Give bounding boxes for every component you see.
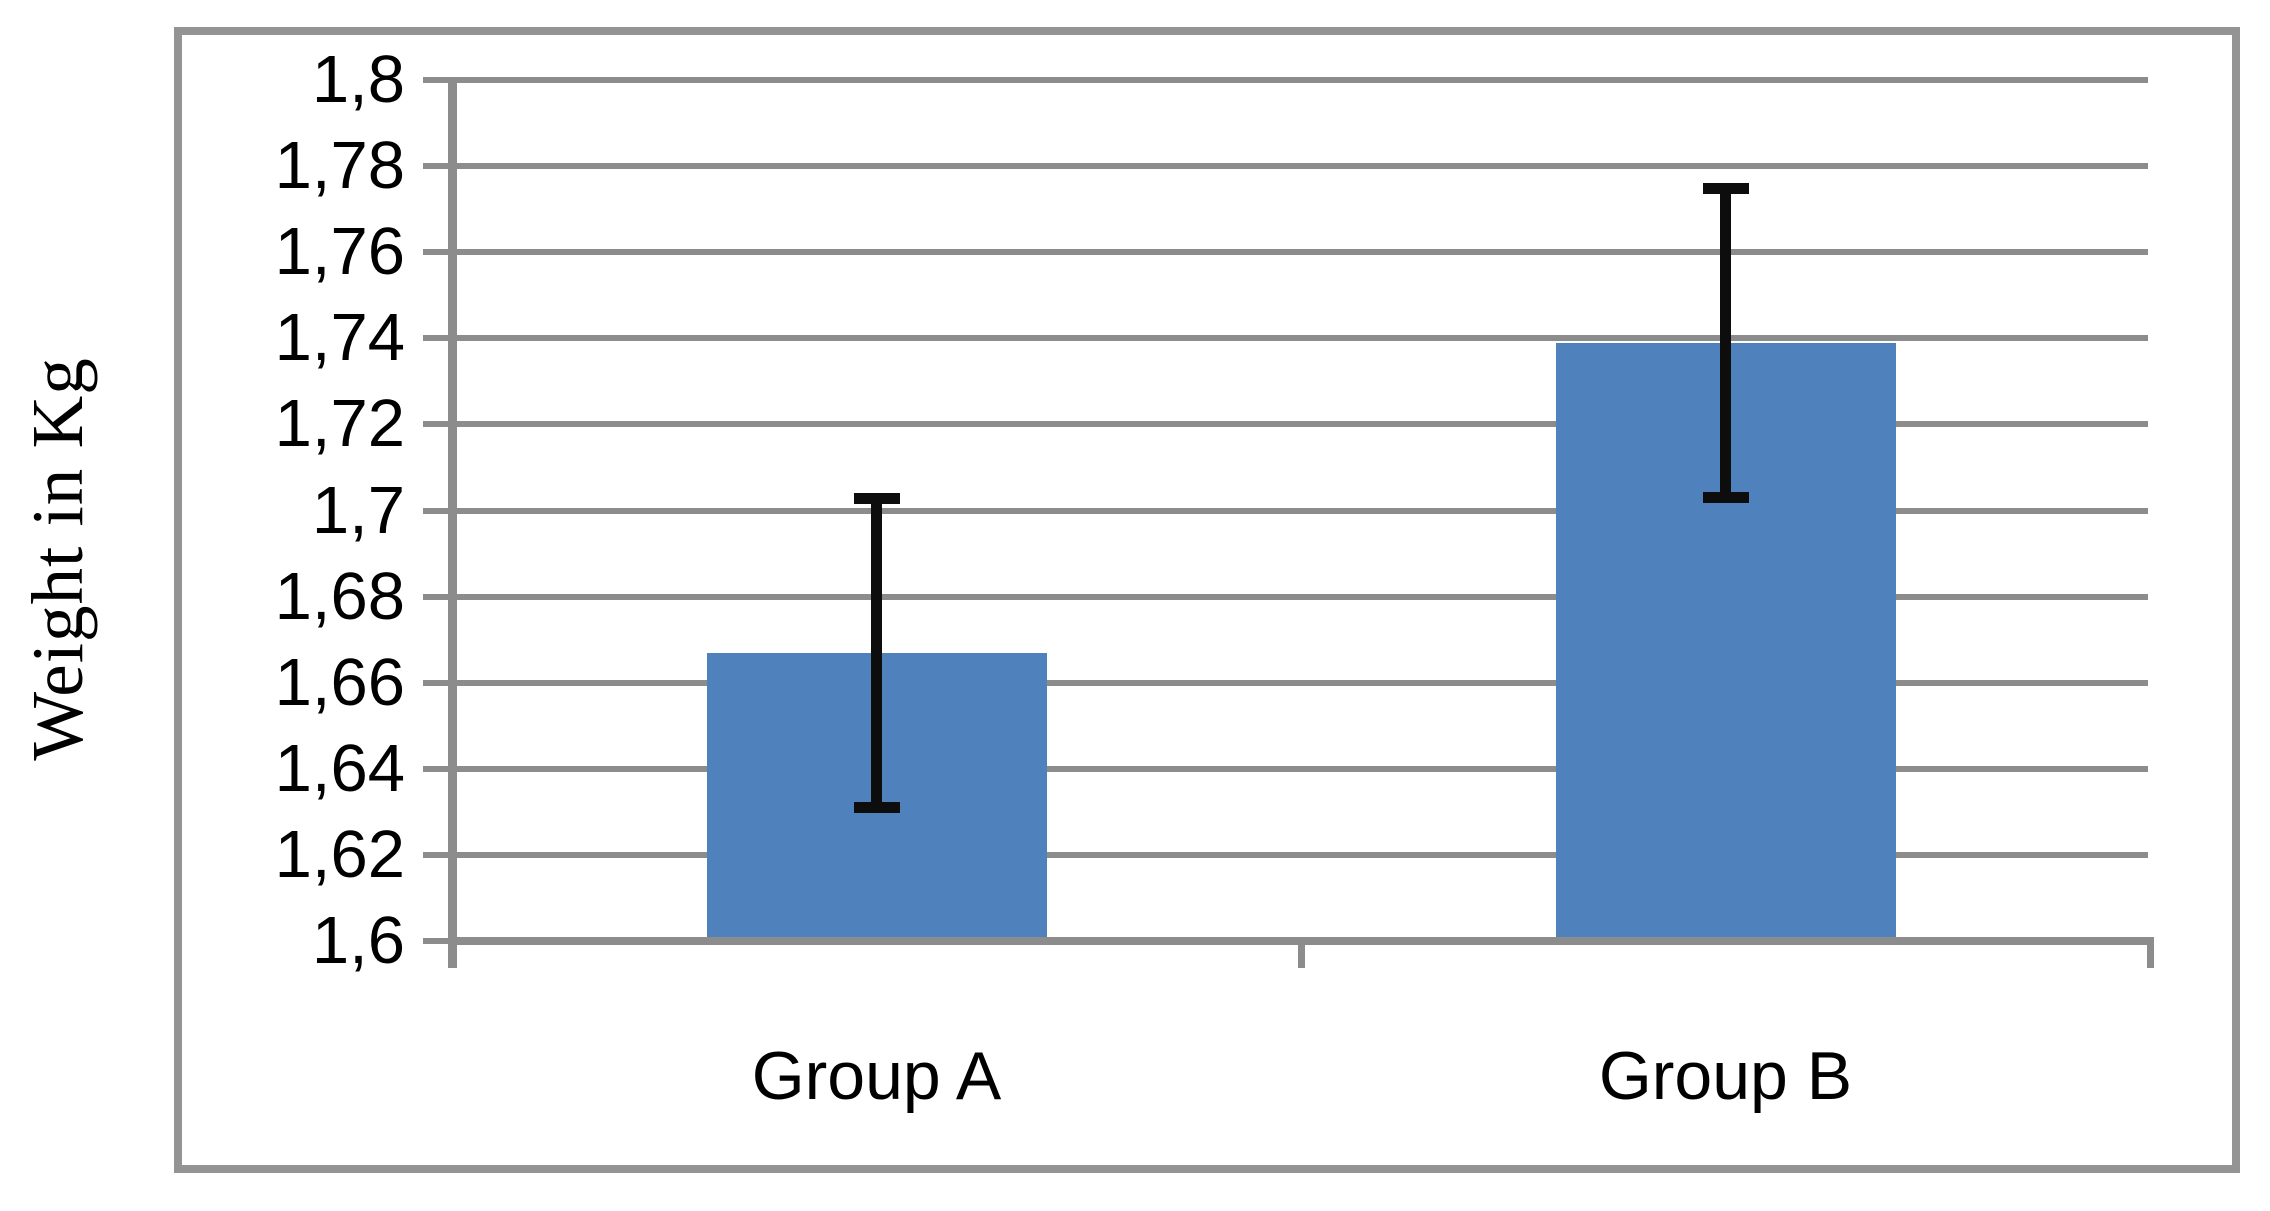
- gridline: [452, 851, 2148, 858]
- gridline: [452, 679, 2148, 686]
- y-tick-label: 1,64: [274, 730, 405, 806]
- y-tick-label: 1,68: [274, 558, 405, 634]
- gridline: [452, 421, 2148, 428]
- y-tick-mark: [423, 593, 452, 600]
- y-tick-label: 1,66: [274, 644, 405, 720]
- gridline: [452, 77, 2148, 83]
- y-tick-label: 1,78: [274, 128, 405, 204]
- error-bar-cap-top: [1702, 182, 1749, 194]
- y-tick-mark: [423, 679, 452, 686]
- gridline: [452, 335, 2148, 342]
- x-tick-mark: [2147, 937, 2154, 968]
- y-tick-label: 1,62: [274, 816, 405, 892]
- y-tick-mark: [423, 507, 452, 514]
- y-tick-mark: [423, 77, 452, 83]
- error-bar-cap-bottom: [853, 801, 900, 813]
- y-tick-label: 1,72: [274, 386, 405, 462]
- category-label-group-a: Group A: [751, 1038, 1002, 1114]
- x-tick-mark: [449, 937, 456, 968]
- gridline: [452, 249, 2148, 256]
- error-bar-cap-top: [853, 492, 900, 504]
- y-tick-mark: [423, 335, 452, 342]
- y-tick-mark: [423, 421, 452, 428]
- y-tick-mark: [423, 249, 452, 256]
- category-label-group-b: Group B: [1598, 1038, 1853, 1114]
- gridline: [452, 593, 2148, 600]
- y-tick-mark: [423, 765, 452, 772]
- y-tick-label: 1,8: [311, 42, 405, 117]
- y-tick-label: 1,6: [311, 903, 405, 978]
- error-bar-line: [1720, 187, 1731, 498]
- y-tick-mark: [423, 163, 452, 170]
- error-bar-cap-bottom: [1702, 491, 1749, 503]
- y-tick-label: 1,76: [274, 214, 405, 290]
- y-tick-mark: [423, 938, 452, 944]
- error-bar-line: [871, 497, 882, 808]
- y-tick-mark: [423, 851, 452, 858]
- y-axis-line: [448, 80, 457, 968]
- x-tick-mark: [1298, 937, 1305, 968]
- y-tick-label: 1,74: [274, 300, 405, 376]
- y-tick-label: 1,7: [311, 472, 405, 548]
- gridline: [452, 163, 2148, 170]
- gridline: [452, 765, 2148, 772]
- chart-frame: [174, 27, 2240, 1173]
- gridline: [452, 507, 2148, 514]
- y-axis-title-text: Weight in Kg: [17, 357, 98, 761]
